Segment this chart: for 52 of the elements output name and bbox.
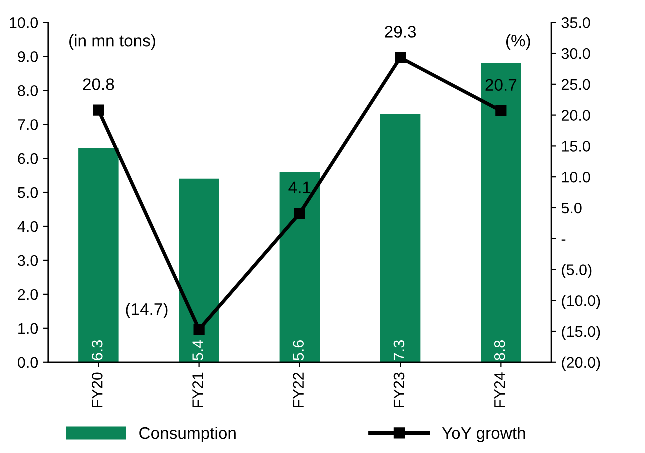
y2-tick-label: 20.0 bbox=[562, 110, 590, 121]
y2-tick-label: (5.0) bbox=[562, 264, 592, 278]
y-tick-label: 6.0 bbox=[18, 153, 38, 164]
y-tick-label: 2.0 bbox=[18, 289, 38, 300]
legend-label: YoY growth bbox=[442, 426, 526, 443]
point bbox=[93, 104, 104, 116]
data-label: 29.3 bbox=[385, 26, 416, 38]
bar bbox=[179, 178, 220, 362]
data-label: 7.3 bbox=[394, 340, 405, 360]
bar bbox=[78, 148, 119, 362]
legend-label: Consumption bbox=[140, 426, 236, 443]
x-tick-label: FY24 bbox=[494, 372, 506, 408]
y2-tick-label: (15.0) bbox=[562, 326, 600, 340]
y2-tick-label: 5.0 bbox=[562, 202, 582, 214]
point bbox=[394, 52, 406, 64]
y-tick-label: 3.0 bbox=[18, 255, 38, 266]
y-tick-label: 10.0 bbox=[10, 18, 38, 28]
y2-tick-label: 25.0 bbox=[562, 79, 590, 90]
y2-tick-label: 35.0 bbox=[562, 18, 590, 28]
y-tick-label: 7.0 bbox=[18, 119, 38, 130]
point bbox=[496, 105, 507, 117]
y-tick-label: 8.0 bbox=[18, 85, 38, 96]
bar bbox=[481, 63, 522, 362]
y2-tick-label: 10.0 bbox=[562, 172, 590, 183]
x-tick-label: FY22 bbox=[293, 372, 304, 408]
y-tick-label: 0.0 bbox=[18, 357, 38, 368]
y2-axis-title: (%) bbox=[506, 34, 530, 50]
x-tick-label: FY23 bbox=[394, 372, 405, 408]
data-label: (14.7) bbox=[126, 303, 168, 319]
y-axis-title: (in mn tons) bbox=[70, 34, 156, 50]
y2-tick-label: (10.0) bbox=[562, 295, 600, 310]
data-label: 5.4 bbox=[192, 340, 204, 361]
y2-tick-label: (20.0) bbox=[562, 356, 600, 372]
data-label: 8.8 bbox=[494, 340, 506, 360]
data-label: 4.1 bbox=[288, 182, 311, 194]
y2-tick-label: 30.0 bbox=[562, 48, 590, 60]
bar bbox=[380, 114, 421, 362]
data-label: 5.6 bbox=[293, 340, 304, 361]
x-tick-label: FY21 bbox=[192, 372, 204, 408]
y-tick-label: 9.0 bbox=[18, 51, 38, 62]
data-label: 20.8 bbox=[83, 78, 114, 90]
x-tick-label: FY20 bbox=[92, 372, 103, 408]
y-tick-label: 4.0 bbox=[18, 221, 38, 232]
y-tick-label: 5.0 bbox=[18, 187, 38, 198]
y2-tick-label: 15.0 bbox=[562, 141, 590, 152]
point bbox=[194, 324, 205, 336]
data-label: 6.3 bbox=[92, 340, 103, 360]
y-tick-label: 1.0 bbox=[18, 323, 38, 334]
point bbox=[294, 208, 306, 220]
bar bbox=[280, 172, 320, 362]
data-label: 20.7 bbox=[486, 79, 517, 92]
y2-tick-label: - bbox=[562, 240, 566, 241]
